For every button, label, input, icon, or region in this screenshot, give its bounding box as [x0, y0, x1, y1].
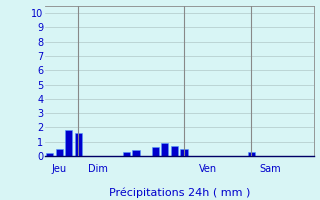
Bar [56, 149, 63, 156]
Text: Précipitations 24h ( mm ): Précipitations 24h ( mm ) [108, 188, 250, 198]
Bar [46, 153, 53, 156]
Bar [65, 130, 72, 156]
Bar [75, 133, 82, 156]
Bar [180, 149, 188, 156]
Text: Jeu: Jeu [52, 164, 67, 174]
Bar [161, 143, 168, 156]
Bar [152, 147, 159, 156]
Bar [123, 152, 130, 156]
Bar [248, 152, 255, 156]
Text: Dim: Dim [88, 164, 108, 174]
Bar [132, 150, 140, 156]
Bar [171, 146, 178, 156]
Text: Sam: Sam [260, 164, 281, 174]
Text: Ven: Ven [199, 164, 217, 174]
